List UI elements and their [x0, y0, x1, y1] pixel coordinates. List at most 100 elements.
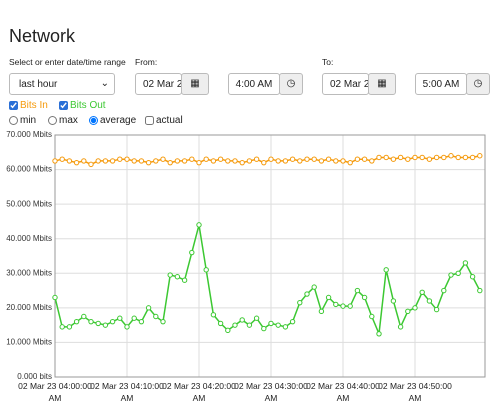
data-point	[297, 299, 303, 306]
data-point	[232, 322, 238, 328]
plot-border	[54, 134, 486, 378]
data-point	[102, 158, 109, 164]
data-point	[361, 294, 368, 301]
data-point	[311, 284, 317, 290]
data-point	[196, 222, 202, 228]
data-point	[469, 274, 476, 280]
data-point	[88, 318, 94, 325]
data-point	[203, 267, 209, 273]
data-point	[52, 158, 58, 164]
data-point	[109, 158, 116, 164]
data-point	[325, 156, 332, 162]
data-point	[217, 320, 224, 327]
data-point	[397, 154, 404, 161]
data-point	[73, 159, 80, 166]
data-point	[311, 156, 317, 162]
data-point	[239, 159, 245, 166]
data-point	[433, 154, 440, 161]
clock-button[interactable]: ◷	[466, 73, 490, 95]
data-point	[390, 298, 397, 304]
x-tick-label: 02 Mar 23 04:30:00 AM	[234, 381, 308, 403]
data-point	[275, 158, 281, 164]
data-point	[383, 267, 389, 273]
data-point	[304, 291, 310, 297]
calendar-button[interactable]: ▦	[368, 73, 396, 95]
y-tick-label: 20.000 Mbits	[6, 303, 52, 312]
data-point	[477, 153, 483, 159]
data-point	[217, 156, 224, 162]
data-point	[210, 312, 217, 318]
from-date[interactable]: 02 Mar 23	[135, 73, 182, 95]
data-point	[160, 318, 166, 325]
mode-label: average	[100, 115, 137, 126]
data-point	[318, 158, 325, 164]
data-point	[189, 249, 195, 256]
data-point	[340, 158, 346, 164]
data-point	[448, 272, 454, 278]
data-point	[95, 320, 101, 327]
data-point	[354, 287, 361, 294]
y-tick-label: 50.000 Mbits	[6, 199, 52, 208]
data-point	[441, 287, 447, 294]
data-point	[469, 154, 476, 161]
legend-label: Bits In	[20, 100, 48, 111]
data-point	[109, 318, 116, 325]
data-point	[412, 154, 418, 161]
x-tick-label: 02 Mar 23 04:00:00 AM	[18, 381, 92, 403]
data-point	[441, 154, 447, 161]
data-point	[383, 154, 389, 161]
data-point	[419, 289, 425, 295]
range-select[interactable]: last hour ⌄	[9, 73, 115, 95]
data-point	[318, 308, 325, 315]
checkbox[interactable]	[145, 116, 154, 125]
data-point	[325, 294, 332, 301]
mode-min[interactable]: min	[9, 115, 36, 126]
clock-button[interactable]: ◷	[279, 73, 303, 95]
radio[interactable]	[9, 116, 18, 125]
mode-label: min	[20, 115, 37, 126]
dropdown-arrow: ⌄	[100, 78, 109, 89]
data-point	[253, 156, 260, 162]
mode-label: actual	[156, 115, 183, 126]
data-point	[261, 159, 267, 166]
data-point	[167, 159, 173, 166]
data-point	[81, 158, 87, 164]
x-tick-label: 02 Mar 23 04:40:00 AM	[306, 381, 380, 403]
checkbox[interactable]	[9, 101, 18, 110]
mode-actual[interactable]: actual	[145, 115, 183, 126]
radio[interactable]	[48, 116, 57, 125]
data-point	[145, 159, 152, 166]
y-tick-label: 0.000 bits	[17, 372, 52, 381]
mode-max[interactable]: max	[48, 115, 78, 126]
data-point	[232, 158, 238, 164]
data-point	[433, 306, 440, 313]
legend-bits-out[interactable]: Bits Out	[59, 100, 106, 111]
data-point	[138, 158, 145, 164]
checkbox[interactable]	[59, 101, 68, 110]
data-point	[124, 156, 130, 162]
data-point	[426, 156, 433, 162]
calendar-button[interactable]: ▦	[181, 73, 209, 95]
legend-label: Bits Out	[70, 100, 106, 111]
data-point	[181, 158, 188, 164]
data-point	[181, 277, 188, 283]
data-point	[340, 303, 346, 309]
legend-bits-in[interactable]: Bits In	[9, 100, 48, 111]
data-point	[405, 156, 411, 162]
data-point	[131, 158, 137, 164]
mode-average[interactable]: average	[89, 115, 136, 126]
data-point	[59, 156, 65, 162]
y-tick-label: 30.000 Mbits	[6, 268, 52, 277]
data-point	[131, 315, 137, 321]
data-point	[347, 303, 353, 309]
data-point	[304, 156, 310, 162]
data-point	[426, 298, 433, 304]
data-point	[462, 154, 469, 161]
data-point	[397, 324, 404, 330]
radio[interactable]	[89, 116, 98, 125]
data-point	[282, 324, 289, 330]
data-point	[66, 158, 73, 164]
data-point	[376, 331, 382, 337]
